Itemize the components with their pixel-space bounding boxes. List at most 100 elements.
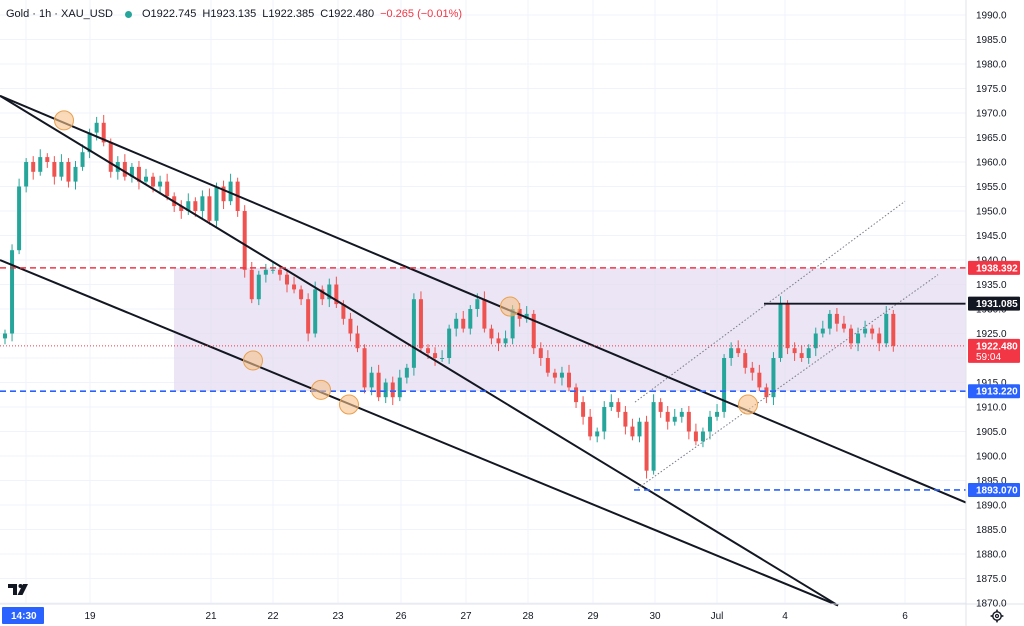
candle-body[interactable] — [679, 411, 684, 417]
candle-body[interactable] — [708, 416, 712, 432]
candle-body[interactable] — [327, 284, 332, 300]
candle-body[interactable] — [390, 382, 395, 398]
candle-body[interactable] — [10, 250, 15, 334]
candle-body[interactable] — [588, 416, 593, 437]
tradingview-logo-icon[interactable] — [6, 580, 32, 598]
candle-body[interactable] — [764, 387, 769, 398]
candle-body[interactable] — [440, 358, 445, 359]
candle-body[interactable] — [313, 289, 318, 334]
candle-body[interactable] — [665, 411, 670, 422]
candle-body[interactable] — [581, 402, 586, 417]
candle-body[interactable] — [545, 358, 550, 373]
candle-body[interactable] — [552, 372, 557, 378]
candle-body[interactable] — [228, 181, 233, 202]
candle-body[interactable] — [397, 377, 402, 398]
candle-body[interactable] — [813, 333, 818, 349]
candle-body[interactable] — [736, 348, 741, 354]
candle-body[interactable] — [165, 181, 170, 197]
candle-body[interactable] — [221, 186, 226, 202]
candle-body[interactable] — [799, 353, 804, 358]
candle-body[interactable] — [637, 421, 642, 437]
candle-body[interactable] — [567, 372, 571, 388]
candle-body[interactable] — [623, 411, 628, 427]
time-axis[interactable]: 14:30 19 21 22 23 26 27 28 29 30 Jul 4 6 — [2, 607, 908, 624]
candle-body[interactable] — [468, 309, 473, 329]
candle-body[interactable] — [658, 402, 663, 412]
candle-body[interactable] — [59, 162, 64, 177]
candle-body[interactable] — [376, 372, 381, 398]
candle-body[interactable] — [94, 122, 99, 133]
candle-body[interactable] — [729, 348, 734, 358]
candlestick-series[interactable] — [3, 114, 896, 479]
candle-body[interactable] — [24, 162, 29, 187]
candle-body[interactable] — [806, 348, 811, 358]
candle-body[interactable] — [341, 304, 346, 319]
candle-body[interactable] — [80, 152, 85, 167]
candle-body[interactable] — [461, 318, 466, 329]
candle-body[interactable] — [52, 162, 57, 177]
candle-body[interactable] — [362, 348, 367, 388]
candle-body[interactable] — [715, 411, 720, 417]
candle-body[interactable] — [834, 313, 839, 324]
candle-body[interactable] — [348, 318, 353, 334]
candle-body[interactable] — [299, 289, 304, 300]
candle-body[interactable] — [426, 348, 430, 354]
candle-body[interactable] — [249, 269, 254, 300]
candle-body[interactable] — [383, 382, 388, 398]
candle-body[interactable] — [411, 299, 416, 368]
candle-body[interactable] — [510, 309, 515, 339]
candle-body[interactable] — [277, 269, 282, 275]
candle-body[interactable] — [87, 132, 92, 153]
candle-body[interactable] — [242, 211, 247, 270]
candle-body[interactable] — [863, 328, 868, 334]
candle-body[interactable] — [256, 274, 261, 300]
candle-body[interactable] — [792, 348, 797, 354]
candle-body[interactable] — [785, 304, 790, 349]
candle-body[interactable] — [369, 372, 374, 388]
candle-body[interactable] — [602, 407, 607, 432]
candle-body[interactable] — [66, 162, 71, 182]
gear-icon[interactable] — [990, 609, 1004, 623]
candle-body[interactable] — [38, 157, 43, 172]
candle-body[interactable] — [136, 166, 141, 182]
candle-body[interactable] — [644, 421, 649, 471]
candle-body[interactable] — [207, 196, 212, 221]
candle-body[interactable] — [559, 372, 564, 378]
candle-body[interactable] — [475, 299, 480, 309]
candle-body[interactable] — [841, 323, 846, 329]
candle-body[interactable] — [616, 402, 621, 412]
candle-body[interactable] — [609, 402, 614, 407]
candle-body[interactable] — [122, 162, 127, 177]
candle-body[interactable] — [693, 431, 698, 442]
candle-body[interactable] — [447, 328, 452, 358]
candle-body[interactable] — [743, 353, 748, 368]
candle-body[interactable] — [3, 333, 7, 339]
candle-body[interactable] — [651, 402, 656, 471]
candle-body[interactable] — [489, 328, 494, 339]
symbol-title[interactable]: Gold · 1h · XAU_USD — [6, 8, 113, 20]
candle-body[interactable] — [538, 348, 543, 358]
candle-body[interactable] — [158, 181, 163, 187]
candle-body[interactable] — [870, 328, 875, 334]
candle-body[interactable] — [778, 304, 783, 358]
candle-body[interactable] — [700, 431, 705, 442]
candle-body[interactable] — [355, 333, 360, 349]
candle-body[interactable] — [856, 333, 861, 344]
candle-body[interactable] — [595, 431, 600, 437]
candle-body[interactable] — [771, 358, 776, 398]
candle-body[interactable] — [672, 416, 677, 422]
candle-body[interactable] — [200, 196, 205, 211]
candle-body[interactable] — [524, 313, 529, 319]
candle-body[interactable] — [179, 206, 184, 211]
candle-body[interactable] — [820, 328, 825, 334]
candle-body[interactable] — [306, 299, 311, 334]
candle-body[interactable] — [17, 186, 22, 251]
candle-body[interactable] — [151, 176, 156, 187]
candle-body[interactable] — [144, 176, 148, 182]
candle-body[interactable] — [531, 313, 536, 349]
candle-body[interactable] — [101, 122, 106, 143]
candle-body[interactable] — [884, 313, 889, 344]
candle-body[interactable] — [263, 269, 268, 275]
candle-body[interactable] — [108, 142, 113, 172]
